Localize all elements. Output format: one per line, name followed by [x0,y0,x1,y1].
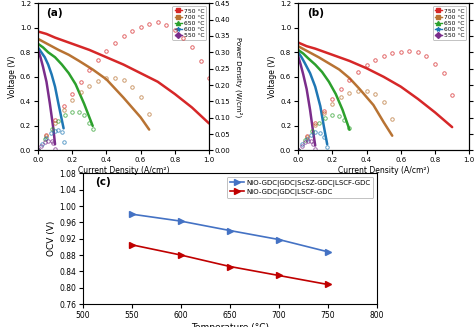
Line: NiO-GDC|GDC|LSCF-GDC: NiO-GDC|GDC|LSCF-GDC [129,242,331,287]
Y-axis label: Power Density (W/cm²): Power Density (W/cm²) [236,37,243,117]
X-axis label: Temperature (°C): Temperature (°C) [191,323,269,327]
Y-axis label: Voltage (V): Voltage (V) [268,56,277,98]
NiO-GDC|GDC|ScSZ-GDC|LSCF-GDC [227,229,233,232]
NiO-GDC|GDC|ScSZ-GDC|LSCF-GDC [129,212,135,216]
Legend: 750 °C, 700 °C, 650 °C, 600 °C, 550 °C: 750 °C, 700 °C, 650 °C, 600 °C, 550 °C [433,6,466,40]
Text: (c): (c) [95,177,110,187]
NiO-GDC|GDC|LSCF-GDC [325,283,331,286]
Y-axis label: Voltage (V): Voltage (V) [8,56,17,98]
Legend: NiO-GDC|GDC|ScSZ-GDC|LSCF-GDC, NiO-GDC|GDC|LSCF-GDC: NiO-GDC|GDC|ScSZ-GDC|LSCF-GDC, NiO-GDC|G… [227,177,374,198]
Legend: 750 °C, 700 °C, 650 °C, 600 °C, 550 °C: 750 °C, 700 °C, 650 °C, 600 °C, 550 °C [173,6,206,40]
NiO-GDC|GDC|ScSZ-GDC|LSCF-GDC [325,250,331,254]
NiO-GDC|GDC|ScSZ-GDC|LSCF-GDC [178,219,184,223]
NiO-GDC|GDC|LSCF-GDC [227,265,233,268]
NiO-GDC|GDC|LSCF-GDC [178,253,184,257]
Text: (b): (b) [307,8,324,18]
Line: NiO-GDC|GDC|ScSZ-GDC|LSCF-GDC: NiO-GDC|GDC|ScSZ-GDC|LSCF-GDC [129,212,331,254]
NiO-GDC|GDC|ScSZ-GDC|LSCF-GDC [276,237,282,241]
X-axis label: Current Density (A/cm²): Current Density (A/cm²) [338,166,429,175]
NiO-GDC|GDC|LSCF-GDC [129,243,135,247]
Text: (a): (a) [46,8,63,18]
Y-axis label: OCV (V): OCV (V) [47,221,56,256]
X-axis label: Current Density (A/cm²): Current Density (A/cm²) [78,166,169,175]
NiO-GDC|GDC|LSCF-GDC [276,273,282,277]
